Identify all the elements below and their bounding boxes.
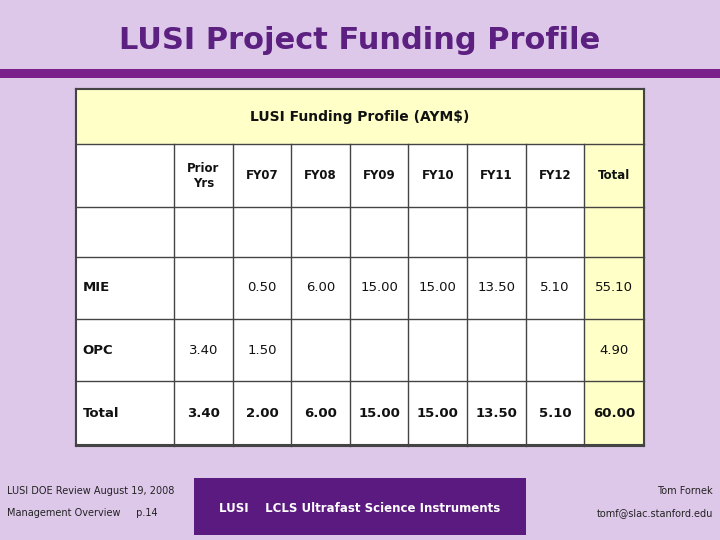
Bar bbox=[526, 207, 584, 256]
Text: FY11: FY11 bbox=[480, 169, 513, 182]
Text: FY09: FY09 bbox=[363, 169, 395, 182]
Bar bbox=[526, 144, 584, 207]
Text: 3.40: 3.40 bbox=[187, 407, 220, 420]
Text: FY07: FY07 bbox=[246, 169, 279, 182]
Text: 6.00: 6.00 bbox=[306, 281, 336, 294]
Bar bbox=[174, 207, 233, 256]
Bar bbox=[76, 89, 644, 144]
Text: FY10: FY10 bbox=[421, 169, 454, 182]
Bar bbox=[350, 207, 408, 256]
Text: OPC: OPC bbox=[83, 343, 114, 356]
Text: Tom Fornek: Tom Fornek bbox=[657, 486, 713, 496]
Bar bbox=[233, 144, 292, 207]
Bar bbox=[233, 381, 292, 445]
Bar bbox=[584, 381, 644, 445]
Bar bbox=[76, 144, 174, 207]
Bar bbox=[174, 256, 233, 319]
Bar bbox=[76, 89, 644, 446]
Bar bbox=[408, 256, 467, 319]
Text: Prior
Yrs: Prior Yrs bbox=[187, 161, 220, 190]
Text: LUSI Funding Profile (AYM$): LUSI Funding Profile (AYM$) bbox=[251, 110, 469, 124]
Bar bbox=[292, 256, 350, 319]
Text: 4.90: 4.90 bbox=[600, 343, 629, 356]
Bar bbox=[584, 144, 644, 207]
Text: MIE: MIE bbox=[83, 281, 110, 294]
Text: LUSI    LCLS Ultrafast Science Instruments: LUSI LCLS Ultrafast Science Instruments bbox=[220, 502, 500, 516]
Text: 0.50: 0.50 bbox=[248, 281, 276, 294]
Bar bbox=[292, 319, 350, 381]
Text: 15.00: 15.00 bbox=[360, 281, 398, 294]
Text: 13.50: 13.50 bbox=[477, 281, 516, 294]
Text: 5.10: 5.10 bbox=[540, 281, 570, 294]
Bar bbox=[584, 256, 644, 319]
Bar bbox=[76, 381, 174, 445]
Text: tomf@slac.stanford.edu: tomf@slac.stanford.edu bbox=[596, 508, 713, 518]
Bar bbox=[194, 478, 526, 535]
Bar bbox=[233, 256, 292, 319]
Bar bbox=[292, 207, 350, 256]
Bar bbox=[408, 144, 467, 207]
Bar bbox=[174, 381, 233, 445]
Text: 13.50: 13.50 bbox=[475, 407, 517, 420]
Text: 1.50: 1.50 bbox=[247, 343, 276, 356]
Bar bbox=[76, 207, 174, 256]
Text: 5.10: 5.10 bbox=[539, 407, 571, 420]
Bar bbox=[584, 207, 644, 256]
Bar bbox=[76, 256, 174, 319]
Text: 15.00: 15.00 bbox=[419, 281, 456, 294]
Text: Total: Total bbox=[83, 407, 120, 420]
Bar bbox=[174, 319, 233, 381]
Bar bbox=[233, 319, 292, 381]
Bar bbox=[467, 207, 526, 256]
Bar bbox=[467, 381, 526, 445]
Text: Total: Total bbox=[598, 169, 631, 182]
Bar bbox=[350, 381, 408, 445]
Bar bbox=[467, 256, 526, 319]
Text: LUSI Project Funding Profile: LUSI Project Funding Profile bbox=[120, 26, 600, 55]
Bar bbox=[408, 207, 467, 256]
Bar bbox=[526, 256, 584, 319]
Text: Management Overview     p.14: Management Overview p.14 bbox=[7, 508, 158, 518]
Text: 15.00: 15.00 bbox=[359, 407, 400, 420]
Bar bbox=[467, 319, 526, 381]
Bar bbox=[174, 144, 233, 207]
Bar bbox=[350, 256, 408, 319]
Bar bbox=[526, 381, 584, 445]
Bar bbox=[292, 381, 350, 445]
Text: FY08: FY08 bbox=[305, 169, 337, 182]
Bar bbox=[526, 319, 584, 381]
Text: 55.10: 55.10 bbox=[595, 281, 634, 294]
Bar bbox=[408, 381, 467, 445]
Bar bbox=[408, 319, 467, 381]
Text: 15.00: 15.00 bbox=[417, 407, 459, 420]
Text: 60.00: 60.00 bbox=[593, 407, 635, 420]
Text: LUSI DOE Review August 19, 2008: LUSI DOE Review August 19, 2008 bbox=[7, 486, 174, 496]
Bar bbox=[350, 144, 408, 207]
Bar bbox=[233, 207, 292, 256]
Bar bbox=[350, 319, 408, 381]
Text: 6.00: 6.00 bbox=[304, 407, 337, 420]
Bar bbox=[467, 144, 526, 207]
Bar bbox=[584, 319, 644, 381]
Text: 3.40: 3.40 bbox=[189, 343, 218, 356]
Text: 2.00: 2.00 bbox=[246, 407, 279, 420]
Bar bbox=[76, 319, 174, 381]
Text: FY12: FY12 bbox=[539, 169, 571, 182]
Bar bbox=[0, 69, 720, 78]
Bar bbox=[292, 144, 350, 207]
